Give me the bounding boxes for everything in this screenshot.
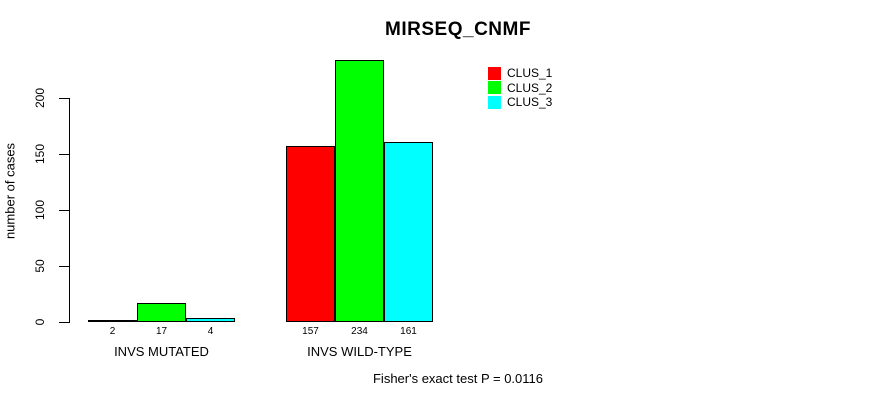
y-tick-mark — [59, 266, 69, 267]
y-axis-line — [69, 98, 70, 323]
bar-value-label-clus_2-invs-wild-type: 234 — [351, 326, 368, 337]
legend-item-clus_1: CLUS_1 — [488, 66, 552, 81]
legend-swatch-clus_2 — [488, 81, 501, 95]
y-tick-label: 200 — [33, 87, 47, 109]
legend-swatch-clus_3 — [488, 95, 501, 109]
y-tick-mark — [59, 322, 69, 323]
legend-label-clus_2: CLUS_2 — [507, 80, 553, 95]
legend: CLUS_1 CLUS_2 CLUS_3 — [488, 66, 552, 110]
legend-item-clus_3: CLUS_3 — [488, 95, 552, 110]
legend-label-clus_1: CLUS_1 — [507, 66, 553, 81]
bar-clus_3-invs-wild-type — [384, 141, 433, 322]
y-tick-mark — [59, 98, 69, 99]
bar-value-label-clus_2-invs-mutated: 17 — [155, 326, 168, 337]
bar-value-label-clus_1-invs-wild-type: 157 — [302, 326, 319, 337]
y-tick-label: 50 — [33, 259, 47, 273]
legend-item-clus_2: CLUS_2 — [488, 81, 552, 96]
y-axis-title: number of cases — [2, 142, 18, 240]
y-tick-label: 0 — [33, 318, 47, 326]
y-tick-mark — [59, 154, 69, 155]
legend-swatch-clus_1 — [488, 66, 501, 80]
bar-value-label-clus_3-invs-mutated: 4 — [207, 326, 214, 337]
bar-clus_3-invs-mutated — [186, 317, 235, 322]
group-label-invs-wild-type: INVS WILD-TYPE — [307, 344, 412, 359]
group-label-invs-mutated: INVS MUTATED — [114, 344, 209, 359]
y-tick-label: 100 — [33, 199, 47, 221]
legend-label-clus_3: CLUS_3 — [507, 95, 553, 110]
y-tick-mark — [59, 210, 69, 211]
bar-clus_2-invs-wild-type — [335, 59, 384, 322]
fisher-test-annotation: Fisher's exact test P = 0.0116 — [372, 371, 543, 386]
bar-clus_1-invs-wild-type — [286, 146, 335, 322]
y-tick-label: 150 — [33, 143, 47, 165]
chart-title: MIRSEQ_CNMF — [385, 19, 531, 40]
bar-value-label-clus_1-invs-mutated: 2 — [109, 326, 116, 337]
bar-value-label-clus_3-invs-wild-type: 161 — [400, 326, 417, 337]
bar-clus_2-invs-mutated — [137, 302, 186, 322]
bar-clus_1-invs-mutated — [88, 319, 137, 322]
